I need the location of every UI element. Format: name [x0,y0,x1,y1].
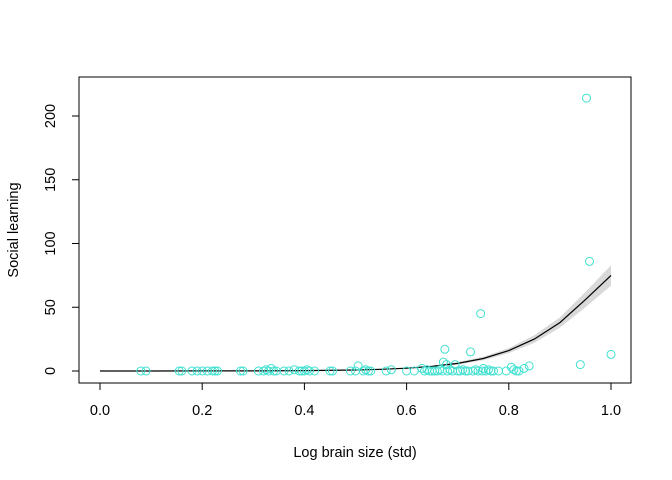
data-point [494,366,504,376]
y-axis-label: Social learning [6,182,22,277]
y-axis: 0 50 100 150 200 [43,104,80,375]
data-point [476,309,486,319]
data-point [210,366,220,376]
data-point [483,365,493,375]
data-point [489,366,498,376]
data-point [432,366,442,376]
data-point [353,361,363,371]
data-point [279,366,289,376]
y-tick-label: 100 [43,231,59,255]
fit-line [100,274,612,372]
x-axis: 0.0 0.2 0.4 0.6 0.8 1.0 [90,382,621,419]
data-point [310,366,320,376]
data-point [575,360,585,370]
data-point [440,344,450,354]
x-tick-label: 1.0 [601,403,621,419]
data-point [266,363,276,373]
data-point [582,93,591,103]
x-tick-label: 0.8 [499,403,519,419]
x-tick-label: 0.2 [192,403,212,419]
data-point [443,366,452,376]
data-point [213,366,222,376]
data-point [269,366,279,376]
data-point [606,349,616,359]
fit-line-layer [100,274,612,372]
data-point [351,366,360,376]
data-point [328,366,337,376]
data-point [585,256,594,266]
data-point [514,366,524,376]
data-point [207,366,217,376]
plot-frame [78,76,632,384]
data-point [238,366,248,376]
data-point [197,366,207,376]
points-layer [136,93,616,376]
x-tick-label: 0.0 [90,403,110,419]
y-tick-label: 50 [43,299,59,315]
data-point [466,347,475,357]
y-tick-label: 0 [43,367,59,375]
confidence-band [100,265,611,371]
x-axis-label: Log brain size (std) [293,445,416,461]
data-point [386,365,396,375]
data-point [136,366,146,376]
confidence-band-layer [100,265,611,371]
data-point [381,366,391,376]
x-tick-label: 0.6 [397,403,417,419]
data-point [325,366,335,376]
x-tick-label: 0.4 [294,403,314,419]
data-point [524,361,534,371]
data-point [284,366,294,376]
data-point [289,365,299,375]
data-point [363,366,373,376]
data-point [417,363,427,373]
data-point [438,357,448,367]
data-point [187,366,197,376]
data-point [177,366,187,376]
data-point [345,366,355,376]
y-tick-label: 200 [43,104,59,128]
data-point [192,366,202,376]
data-point [450,360,460,370]
data-point [141,366,151,376]
data-point [305,366,314,376]
data-point [519,363,529,373]
y-tick-label: 150 [43,168,59,192]
data-point [174,366,184,376]
data-point [236,366,245,376]
data-point [366,366,376,376]
